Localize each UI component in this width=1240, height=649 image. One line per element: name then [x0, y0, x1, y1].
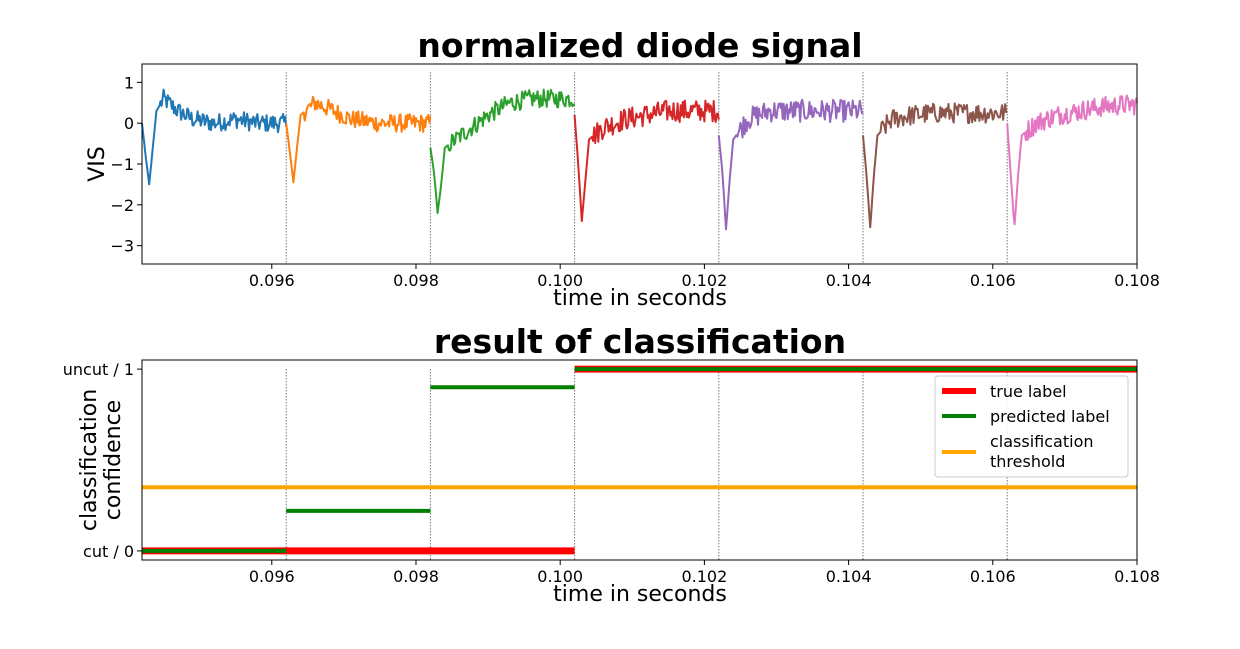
signal-chart-title: normalized diode signal — [417, 26, 862, 65]
classification-y-ticks: uncut / 1 cut / 0 — [63, 360, 142, 561]
signal-y-axis-label: VIS — [85, 146, 110, 182]
signal-series-3-line — [429, 88, 576, 214]
signal-series-group — [141, 88, 1138, 231]
top-y-tick-label: −3 — [110, 237, 134, 256]
classification-chart-title: result of classification — [434, 322, 846, 361]
top-x-tick-label: 0.104 — [826, 271, 872, 290]
legend-label-classification-threshold-line-1: classification — [990, 432, 1094, 451]
signal-series-7-line — [1006, 94, 1138, 226]
top-y-tick-label: −1 — [110, 155, 134, 174]
top-x-tick-label: 0.108 — [1114, 271, 1160, 290]
legend: true label predicted label classificatio… — [934, 375, 1129, 478]
bot-y-tick-label: uncut / 1 — [63, 360, 134, 379]
signal-chart: normalized diode signal 0.096 0.098 0.100 0… — [85, 26, 1160, 311]
top-x-tick-label: 0.106 — [970, 271, 1016, 290]
bot-x-tick-label: 0.102 — [681, 567, 727, 586]
signal-x-axis-label: time in seconds — [553, 286, 727, 311]
signal-y-ticks: 1 0 −1 −2 −3 — [110, 73, 142, 256]
top-y-tick-label: 1 — [124, 73, 134, 92]
classification-y-axis-label-line-1: classification — [77, 389, 102, 531]
top-y-tick-label: −2 — [110, 196, 134, 215]
classification-chart: result of classification 0.096 0.098 0.100… — [63, 322, 1160, 607]
top-x-tick-label: 0.102 — [681, 271, 727, 290]
bot-x-tick-label: 0.104 — [826, 567, 872, 586]
bot-x-tick-label: 0.098 — [393, 567, 439, 586]
classification-plot-frame — [141, 359, 1138, 561]
top-x-tick-label: 0.096 — [249, 271, 295, 290]
classification-y-axis-label-line-2: confidence — [101, 400, 126, 520]
bot-x-tick-label: 0.100 — [537, 567, 583, 586]
legend-frame — [934, 375, 1129, 478]
signal-series-1-line — [141, 88, 288, 186]
legend-label-predicted-label: predicted label — [990, 407, 1110, 426]
bot-x-tick-label: 0.108 — [1114, 567, 1160, 586]
legend-label-classification-threshold-line-2: threshold — [990, 452, 1065, 471]
top-x-tick-label: 0.098 — [393, 271, 439, 290]
classification-x-axis-label: time in seconds — [553, 582, 727, 607]
signal-series-5-line — [717, 98, 864, 231]
top-y-tick-label: 0 — [124, 114, 134, 133]
top-x-tick-label: 0.100 — [537, 271, 583, 290]
signal-segment-boundaries — [285, 72, 1008, 264]
legend-label-true-label: true label — [990, 382, 1067, 401]
signal-series-6-line — [862, 102, 1008, 229]
bot-y-tick-label: cut / 0 — [83, 542, 134, 561]
classification-x-ticks: 0.096 0.098 0.100 0.102 0.104 0.106 0.108 — [249, 560, 1160, 586]
bot-x-tick-label: 0.096 — [249, 567, 295, 586]
classification-y-axis-label: classification confidence — [77, 389, 126, 531]
signal-x-ticks: 0.096 0.098 0.100 0.102 0.104 0.106 0.108 — [249, 264, 1160, 290]
signal-series-4-line — [573, 99, 720, 223]
signal-series-2-line — [285, 95, 432, 184]
classification-segment-boundaries — [285, 369, 1008, 560]
bot-x-tick-label: 0.106 — [970, 567, 1016, 586]
classification-series-group — [142, 365, 1137, 555]
